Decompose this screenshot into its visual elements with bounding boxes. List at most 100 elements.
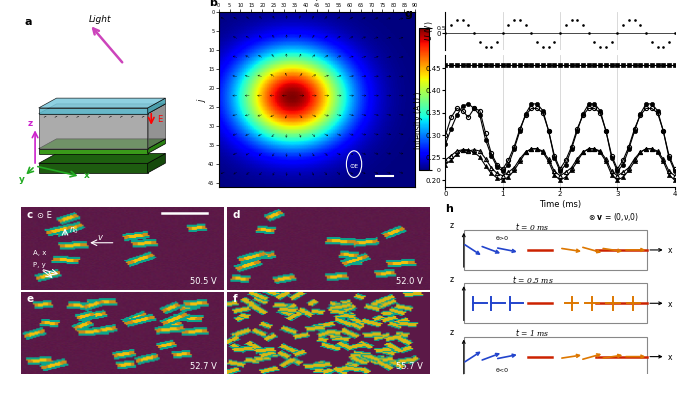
Polygon shape [39,163,148,173]
Polygon shape [39,98,165,108]
1, α = 0° [539,111,547,115]
1, α = 0° [562,158,570,162]
1, α = 0° [613,167,621,172]
3, α = 0° [493,63,501,68]
1, α = 0° [567,144,575,149]
Line: 1, α = 0°: 1, α = 0° [443,106,677,171]
1, α = 14° [453,148,461,153]
2, α = 0° [590,101,599,106]
1, α = 14° [596,148,604,153]
2, α = 14° [447,158,456,162]
1, α = 14° [665,169,673,174]
1, α = 14° [636,150,645,154]
1, α = 14° [584,146,593,151]
3, α = 0° [441,63,449,68]
2, α = 14° [539,150,547,155]
Polygon shape [39,149,148,154]
Line: 3, α = 0°: 3, α = 0° [443,63,677,67]
2, α = 14° [573,159,582,164]
2, α = 14° [556,178,564,183]
2, α = 14° [521,150,530,155]
1, α = 14° [493,171,501,176]
Text: a: a [24,17,32,27]
1, α = 14° [447,153,456,158]
2, α = 0° [573,129,582,133]
2, α = 0° [659,129,667,133]
Polygon shape [39,139,165,149]
2, α = 0° [562,162,570,167]
3, α = 0° [447,63,456,68]
2, α = 14° [475,154,484,159]
1, α = 0° [573,126,582,131]
1, α = 14° [648,146,656,151]
2, α = 14° [545,159,553,164]
Bar [464,283,647,323]
2, α = 0° [567,146,575,151]
3, α = 0° [625,63,633,68]
3, α = 0° [636,63,645,68]
2, α = 14° [659,159,667,164]
Polygon shape [148,98,165,114]
3, α = 0° [642,63,650,68]
1, α = 14° [545,157,553,162]
Text: A, x: A, x [33,250,46,256]
Polygon shape [39,108,148,114]
3, α = 0° [671,63,679,68]
1, α = 0° [659,129,667,133]
1, α = 14° [527,146,536,151]
1, α = 14° [573,156,582,161]
2, α = 0° [579,111,587,116]
2, α = 14° [453,152,461,156]
2, α = 0° [447,126,456,131]
2, α = 0° [504,162,512,167]
Text: 52.7 V: 52.7 V [190,362,216,371]
Text: f: f [233,295,238,304]
3, α = 0° [521,63,530,68]
3, α = 0° [464,63,473,68]
3, α = 0° [527,63,536,68]
Text: x: x [668,300,673,308]
Text: z: z [450,275,454,284]
1, α = 14° [590,146,599,151]
1, α = 0° [545,129,553,133]
2, α = 14° [567,168,575,173]
1, α = 0° [608,153,616,158]
3, α = 0° [499,63,507,68]
Text: e: e [27,295,34,304]
Line: 1, α = 14°: 1, α = 14° [443,147,677,178]
1, α = 0° [630,126,638,131]
1, α = 0° [447,115,456,120]
2, α = 14° [470,150,478,155]
3, α = 0° [470,63,478,68]
2, α = 0° [533,101,541,106]
2, α = 14° [602,159,610,164]
2, α = 14° [487,171,495,176]
1, α = 14° [625,165,633,170]
3, α = 0° [608,63,616,68]
Text: $t$ = 1 ms: $t$ = 1 ms [515,328,550,338]
Text: Light: Light [89,16,112,24]
3, α = 0° [533,63,541,68]
2, α = 0° [487,153,495,158]
3, α = 0° [579,63,587,68]
1, α = 14° [619,170,627,174]
1, α = 14° [516,156,524,161]
1, α = 0° [642,106,650,111]
1, α = 14° [567,165,575,170]
X-axis label: $i$: $i$ [315,0,319,4]
3, α = 0° [475,63,484,68]
3, α = 0° [487,63,495,68]
2, α = 14° [493,176,501,180]
1, α = 0° [590,106,599,111]
1, α = 0° [475,108,484,113]
3, α = 0° [630,63,638,68]
Text: z: z [450,328,454,337]
1, α = 14° [521,150,530,154]
Polygon shape [39,154,165,163]
1, α = 14° [464,148,473,153]
2, α = 0° [613,169,621,174]
1, α = 0° [625,144,633,149]
2, α = 0° [636,111,645,116]
2, α = 14° [608,172,616,177]
1, α = 0° [671,167,679,172]
